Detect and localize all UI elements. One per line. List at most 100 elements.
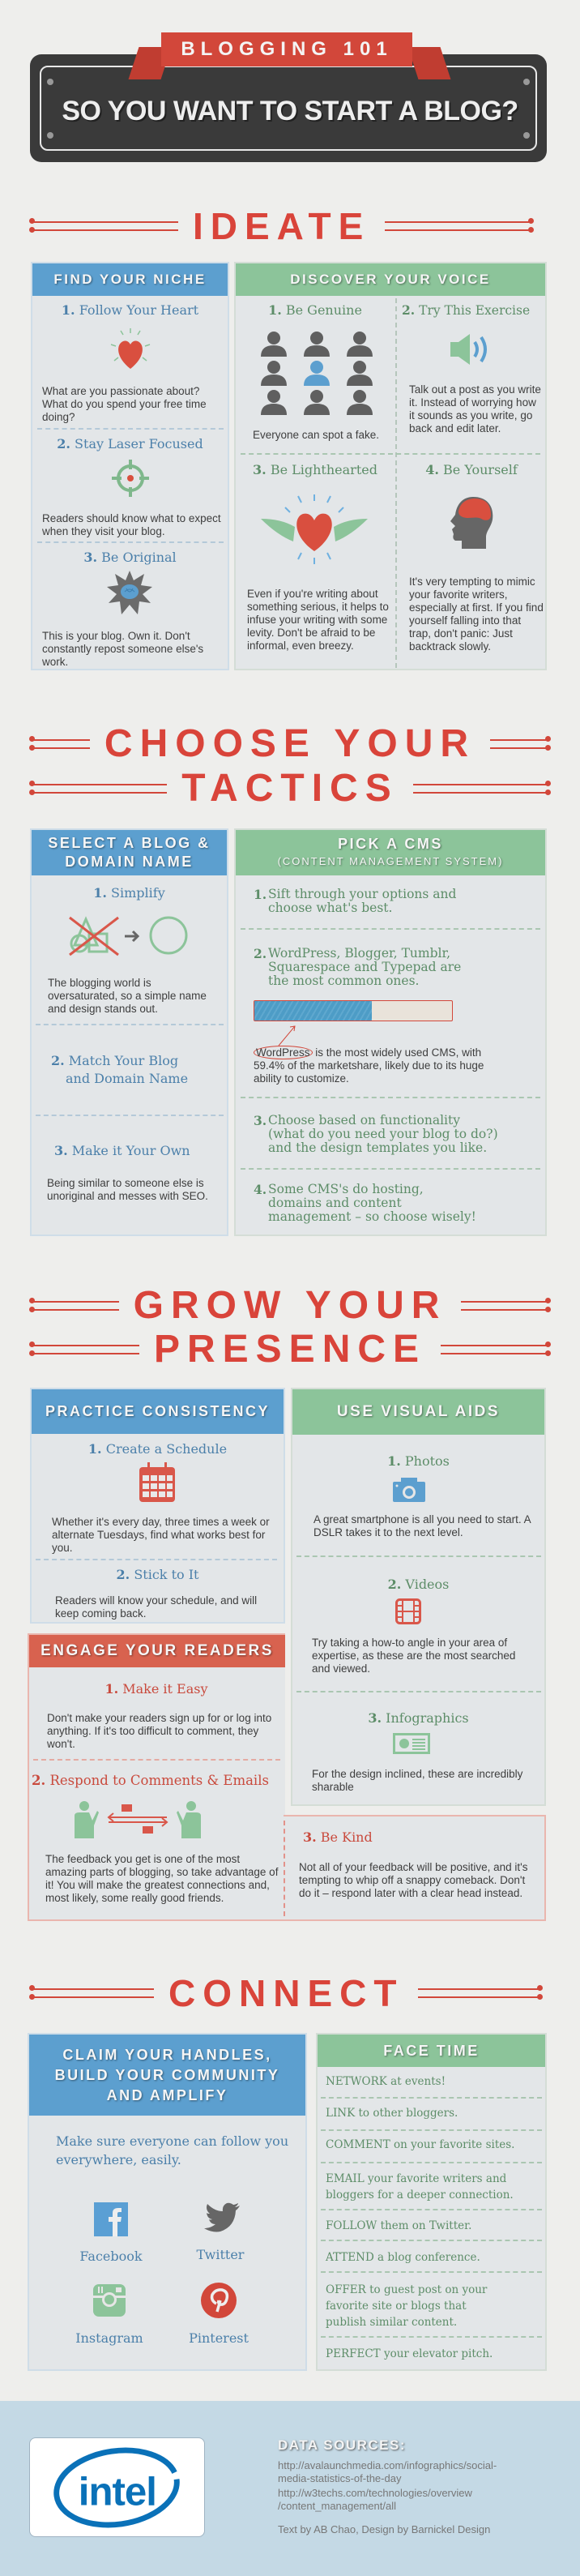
face-time-item: EMAIL your favorite writers and bloggers … [326,2172,514,2202]
facebook-icon[interactable] [94,2202,128,2236]
be-kind-panel [284,1815,546,1921]
twitter-label[interactable]: Twitter [196,2247,245,2262]
cms-item: 2. WordPress, Blogger, Tumblr, Squarespace… [254,946,462,988]
marketshare-caption: WordPress is the most widely used CMS, w… [254,1046,484,1085]
calendar-icon [139,1462,175,1502]
column-divider [395,298,397,668]
item-text: Readers should know what to expect when … [42,512,221,537]
divider [36,1559,277,1560]
camera-icon [393,1478,425,1502]
face-time-item: PERFECT your elevator pitch. [326,2347,493,2360]
simplify-shapes-icon [69,916,188,956]
item-heading: 3. Be Kind [303,1829,373,1845]
use-visual-aids-panel: USE VISUAL AIDS [291,1388,546,1806]
face-time-item: COMMENT on your favorite sites. [326,2138,515,2151]
speaker-icon [450,334,487,365]
item-heading: 1. Be Genuine [268,302,362,318]
item-text: It's very tempting to mimic your favorit… [409,576,544,653]
face-time-item: FOLLOW them on Twitter. [326,2219,472,2232]
facebook-label[interactable]: Facebook [79,2249,143,2264]
item-text: Try taking a how-to angle in your area o… [312,1637,516,1675]
face-time-item: NETWORK at events! [326,2075,446,2088]
item-text: The feedback you get is one of the most … [45,1853,279,1904]
cms-item: 1. Sift through your options and choose wh… [254,887,457,915]
divider [321,2271,542,2273]
item-heading: 2. Respond to Comments & Emails [32,1773,269,1788]
instagram-label[interactable]: Instagram [75,2330,143,2346]
brain-burst-icon [107,571,152,614]
email-exchange-icon [75,1801,201,1838]
item-text: Being similar to someone else is unorigi… [47,1177,208,1202]
item-text: Talk out a post as you write it. Instead… [409,383,541,434]
divider [241,1168,540,1170]
cms-item: 3. Choose based on functionality (what do … [254,1113,498,1155]
engage-readers-panel: ENGAGE YOUR READERS [28,1633,285,1921]
select-domain-panel: SELECT A BLOG & DOMAIN NAME [30,828,228,1236]
divider [321,2129,542,2131]
item-heading: 3. Be Lighthearted [253,462,377,477]
item-heading: 3. Infographics [368,1710,469,1726]
item-text: For the design inclined, these are incre… [312,1768,523,1793]
face-time-item: ATTEND a blog conference. [326,2251,480,2264]
face-time-panel: FACE TIME [316,2033,547,2371]
winged-heart-icon [261,494,368,564]
instagram-icon[interactable] [93,2284,126,2317]
item-heading: 2. Stay Laser Focused [57,436,203,451]
page-title: SO YOU WANT TO START A BLOG? [62,96,518,126]
item-text: Readers will know your schedule, and wil… [55,1594,258,1620]
practice-consistency-panel: PRACTICE CONSISTENCY [30,1388,285,1624]
panel-title: DISCOVER YOUR VOICE [236,263,545,296]
find-your-niche-panel: FIND YOUR NICHE [31,262,229,670]
divider [241,1097,540,1098]
divider [241,928,540,930]
target-icon [112,460,149,497]
column-divider [284,1821,285,1916]
item-text: The blogging world is oversaturated, so … [48,977,207,1015]
pinterest-label[interactable]: Pinterest [189,2330,249,2346]
header-banner [30,54,547,162]
film-icon [395,1598,421,1624]
panel-title: FIND YOUR NICHE [32,263,228,296]
handles-text: Make sure everyone can follow you everyw… [56,2133,289,2167]
credits: Text by AB Chao, Design by Barnickel Des… [278,2523,491,2535]
item-heading: 2. Videos [387,1577,450,1592]
section-heading-tactics-line2: TACTICS [28,769,552,808]
head-brain-icon [450,497,493,549]
marketshare-bar-fill [254,1001,372,1021]
item-text: This is your blog. Own it. Don't constan… [42,630,204,668]
discover-your-voice-panel: DISCOVER YOUR VOICE [234,262,547,670]
people-grid-icon [261,332,373,415]
face-time-item: LINK to other bloggers. [326,2107,458,2120]
item-heading: 2. Stick to It [116,1567,199,1582]
section-heading-connect: CONNECT [29,1975,548,2012]
item-heading: 3. Be Original [83,550,177,565]
item-text: Not all of your feedback will be positiv… [299,1861,528,1899]
divider [37,428,224,430]
item-text: Don't make your readers sign up for or l… [47,1712,272,1750]
divider [33,1759,280,1761]
item-heading: 4. Be Yourself [425,462,518,477]
item-text: A great smartphone is all you need to st… [313,1513,531,1538]
claim-handles-panel: CLAIM YOUR HANDLES, BUILD YOUR COMMUNITY A… [28,2033,307,2371]
heart-icon [110,328,151,369]
section-heading-tactics-line1: CHOOSE YOUR [29,725,551,764]
item-text: Everyone can spot a fake. [252,429,380,441]
source-link[interactable]: http://avalaunchmedia.com/infographics/s… [278,2459,497,2484]
item-heading: 1. Simplify [93,885,165,901]
item-heading: 2. Try This Exercise [402,302,531,318]
pinterest-icon[interactable] [201,2283,237,2318]
item-heading: 1. Follow Your Heart [61,302,199,318]
source-link[interactable]: http://w3techs.com/technologies/overview… [278,2487,472,2512]
twitter-icon[interactable] [204,2202,240,2235]
item-heading: 1. Create a Schedule [87,1441,228,1457]
item-text: Even if you're writing about something s… [247,588,389,652]
divider [36,1024,224,1025]
item-heading: 1. Photos [387,1453,450,1469]
divider [321,2336,542,2338]
divider [296,1555,541,1557]
divider [241,453,540,455]
divider [321,2162,542,2163]
pointer-arrow-icon [278,1025,296,1046]
infographic-icon [393,1733,430,1754]
item-heading: 2. Match Your Blog and Domain Name [51,1053,189,1086]
